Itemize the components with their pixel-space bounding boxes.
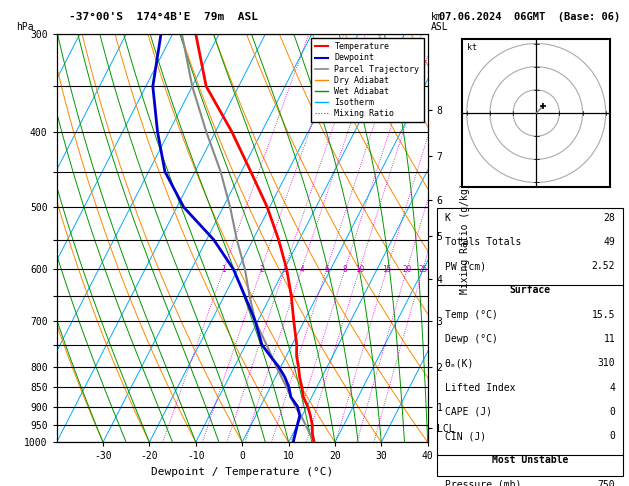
Text: 15: 15 xyxy=(382,264,392,274)
Text: kt: kt xyxy=(467,43,477,52)
Text: 49: 49 xyxy=(604,237,615,247)
Text: 2.52: 2.52 xyxy=(592,261,615,271)
Text: 20: 20 xyxy=(403,264,411,274)
Text: CIN (J): CIN (J) xyxy=(445,431,486,441)
Text: Most Unstable: Most Unstable xyxy=(492,455,568,465)
Text: K: K xyxy=(445,213,450,223)
Text: hPa: hPa xyxy=(16,21,33,32)
Text: 3: 3 xyxy=(282,264,287,274)
Text: θₑ(K): θₑ(K) xyxy=(445,358,474,368)
Text: -37°00'S  174°4B'E  79m  ASL: -37°00'S 174°4B'E 79m ASL xyxy=(69,12,258,22)
Text: 310: 310 xyxy=(598,358,615,368)
Text: 28: 28 xyxy=(604,213,615,223)
Text: 4: 4 xyxy=(299,264,304,274)
Text: 07.06.2024  06GMT  (Base: 06): 07.06.2024 06GMT (Base: 06) xyxy=(439,12,621,22)
Legend: Temperature, Dewpoint, Parcel Trajectory, Dry Adiabat, Wet Adiabat, Isotherm, Mi: Temperature, Dewpoint, Parcel Trajectory… xyxy=(311,38,423,122)
Text: 4: 4 xyxy=(610,382,615,393)
Text: 0: 0 xyxy=(610,431,615,441)
Text: 8: 8 xyxy=(343,264,347,274)
Text: PW (cm): PW (cm) xyxy=(445,261,486,271)
Text: km
ASL: km ASL xyxy=(431,12,448,32)
Text: 25: 25 xyxy=(418,264,428,274)
Bar xyxy=(437,208,623,476)
Text: 1: 1 xyxy=(221,264,226,274)
Text: Surface: Surface xyxy=(509,285,550,295)
Text: 10: 10 xyxy=(355,264,364,274)
Y-axis label: Mixing Ratio (g/kg): Mixing Ratio (g/kg) xyxy=(460,182,470,294)
Text: 2: 2 xyxy=(259,264,264,274)
Text: Pressure (mb): Pressure (mb) xyxy=(445,480,521,486)
X-axis label: Dewpoint / Temperature (°C): Dewpoint / Temperature (°C) xyxy=(151,467,333,477)
Text: 750: 750 xyxy=(598,480,615,486)
Text: 6: 6 xyxy=(325,264,329,274)
Text: Temp (°C): Temp (°C) xyxy=(445,310,498,320)
Text: Lifted Index: Lifted Index xyxy=(445,382,515,393)
Text: 0: 0 xyxy=(610,407,615,417)
Text: CAPE (J): CAPE (J) xyxy=(445,407,492,417)
Text: Totals Totals: Totals Totals xyxy=(445,237,521,247)
Text: 15.5: 15.5 xyxy=(592,310,615,320)
Text: Dewp (°C): Dewp (°C) xyxy=(445,334,498,344)
Text: 11: 11 xyxy=(604,334,615,344)
